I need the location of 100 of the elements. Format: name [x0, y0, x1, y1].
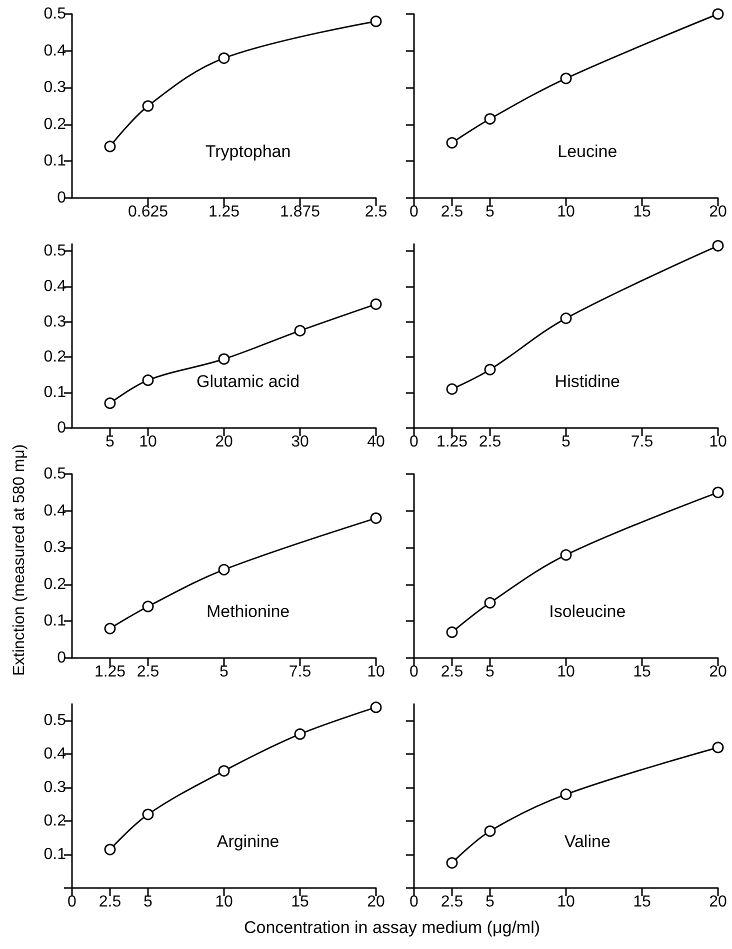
- y-tick-label: 0.2: [44, 348, 66, 366]
- x-tick-label: 1.875: [280, 204, 320, 220]
- x-tick-label: 0: [68, 894, 77, 910]
- point: [484, 364, 496, 376]
- point: [142, 600, 154, 612]
- x-tick-label: 2.5: [98, 894, 122, 910]
- x-tick-label: 20: [709, 204, 727, 220]
- y-tick-label: 0.4: [44, 502, 66, 520]
- point: [712, 8, 724, 20]
- y-tick-label: 0.1: [44, 846, 66, 864]
- text: Methionine: [206, 602, 290, 621]
- point: [484, 597, 496, 609]
- x-tick-label: 7.5: [630, 434, 654, 450]
- x-tick-label: 30: [291, 434, 309, 450]
- text: Histidine: [554, 372, 620, 391]
- point: [370, 702, 382, 714]
- x-tick-label: 2.5: [136, 664, 160, 680]
- point: [104, 140, 116, 152]
- x-tick-label: 0: [410, 434, 419, 450]
- x-tick-label: 10: [709, 434, 727, 450]
- y-tick-label: 0.5: [44, 242, 66, 260]
- x-tick-label: 20: [709, 894, 727, 910]
- x-tick-label: 0: [410, 894, 419, 910]
- y-tick-label: 0.4: [44, 42, 66, 60]
- x-tick-label: 20: [215, 434, 233, 450]
- point: [370, 512, 382, 524]
- y-tick-label: 0.4: [44, 746, 66, 763]
- x-tick-label: 5: [144, 894, 153, 910]
- x-tick-label: 1.25: [436, 434, 468, 450]
- x-tick-label: 10: [367, 664, 385, 680]
- point: [560, 788, 572, 800]
- x-tick-label: 15: [291, 894, 309, 910]
- x-tick-label: 1.25: [208, 204, 240, 220]
- point: [370, 298, 382, 310]
- x-tick-label: 5: [486, 204, 495, 220]
- text: Glutamic acid: [196, 372, 300, 391]
- x-tick-label: 5: [220, 664, 229, 680]
- y-tick-label: 0.3: [44, 539, 66, 556]
- text: Arginine: [216, 832, 280, 851]
- point: [218, 564, 230, 576]
- text: Valine: [564, 832, 610, 851]
- x-tick-label: 0: [410, 664, 419, 680]
- point: [142, 100, 154, 112]
- x-tick-label: 0.625: [128, 204, 168, 220]
- point: [712, 486, 724, 498]
- y-tick-label: 0: [57, 190, 66, 206]
- x-tick-label: 5: [106, 434, 115, 450]
- y-tick-label: 0.5: [44, 6, 66, 22]
- point: [560, 72, 572, 84]
- point: [560, 312, 572, 324]
- x-tick-label: 2.5: [478, 434, 502, 450]
- y-tick-label: 0.1: [44, 152, 66, 170]
- x-tick-label: 0: [410, 204, 419, 220]
- x-tick-label: 10: [557, 664, 575, 680]
- y-tick-label: 0.1: [44, 384, 66, 402]
- point: [712, 742, 724, 754]
- y-tick-label: 0.4: [44, 278, 66, 295]
- x-tick-label: 5: [486, 894, 495, 910]
- x-tick-label: 10: [139, 434, 157, 450]
- y-axis-title: Extinction (measured at 580 mμ): [11, 444, 29, 676]
- point: [370, 16, 382, 28]
- y-tick-label: 0.3: [44, 313, 66, 330]
- y-tick-label: 0.2: [44, 812, 66, 830]
- x-tick-label: 2.5: [440, 664, 464, 680]
- y-tick-label: 0.2: [44, 576, 66, 593]
- point: [218, 52, 230, 64]
- text: Isoleucine: [549, 602, 626, 621]
- point: [484, 825, 496, 837]
- y-tick-label: 0: [57, 420, 66, 436]
- y-tick-label: 0.5: [44, 466, 66, 482]
- x-tick-label: 40: [367, 434, 385, 450]
- point: [142, 374, 154, 386]
- point: [446, 383, 458, 395]
- text: Leucine: [558, 142, 618, 161]
- point: [446, 857, 458, 869]
- y-tick-label: 0.3: [44, 79, 66, 96]
- point: [142, 808, 154, 820]
- point: [446, 626, 458, 638]
- point: [446, 137, 458, 149]
- y-tick-label: 0.1: [44, 612, 66, 630]
- point: [484, 113, 496, 125]
- x-tick-label: 15: [633, 894, 651, 910]
- y-tick-label: 0.5: [44, 712, 66, 730]
- text: Tryptophan: [205, 142, 291, 161]
- x-tick-label: 10: [215, 894, 233, 910]
- point: [218, 353, 230, 365]
- x-tick-label: 2.5: [440, 894, 464, 910]
- y-tick-label: 0: [57, 650, 66, 666]
- x-tick-label: 10: [557, 894, 575, 910]
- x-tick-label: 7.5: [288, 664, 312, 680]
- y-tick-label: 0.3: [44, 779, 66, 796]
- point: [560, 549, 572, 561]
- x-tick-label: 15: [633, 664, 651, 680]
- point: [104, 397, 116, 409]
- point: [294, 324, 306, 336]
- x-tick-label: 20: [367, 894, 385, 910]
- x-tick-label: 5: [486, 664, 495, 680]
- point: [712, 240, 724, 252]
- x-axis-title: Concentration in assay medium (μg/ml): [244, 918, 540, 938]
- point: [218, 765, 230, 777]
